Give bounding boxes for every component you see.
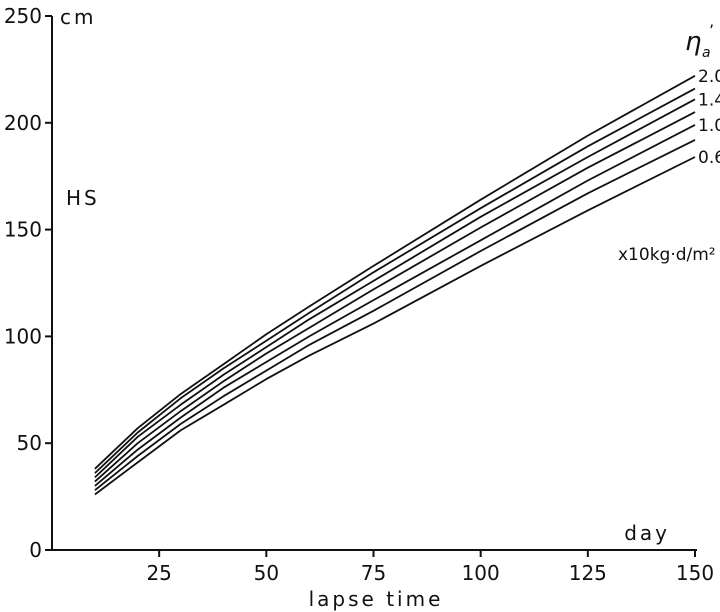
series-line-2 — [94, 87, 696, 474]
axes — [51, 16, 697, 551]
x-axis-label: lapse time — [309, 587, 444, 611]
series-line-4 — [94, 111, 696, 483]
x-tick-label: 100 — [462, 561, 500, 585]
series-line-1 — [94, 75, 696, 470]
legend-symbol-subscript: a — [702, 45, 711, 61]
series-line-6 — [94, 139, 696, 491]
x-ticks: 25 50 75 100 125 150 — [146, 550, 714, 585]
legend-unit: x10kg·d/m² — [618, 245, 716, 265]
legend-value: 1.0 — [698, 116, 720, 136]
legend: η a ’ 2.0 1.4 1.0 0.6 x10kg·d/m² — [618, 21, 720, 265]
y-tick-label: 150 — [4, 218, 42, 242]
series-line-3 — [94, 98, 696, 479]
y-axis-label: HS — [66, 186, 100, 210]
legend-values: 2.0 1.4 1.0 0.6 — [698, 67, 720, 168]
x-tick-label: 75 — [361, 561, 386, 585]
series-line-7 — [94, 156, 696, 496]
x-tick-label: 50 — [254, 561, 279, 585]
y-tick-label: 200 — [4, 111, 42, 135]
y-tick-label: 0 — [29, 538, 42, 562]
y-tick-label: 100 — [4, 324, 42, 348]
y-tick-label: 50 — [17, 431, 42, 455]
series-lines — [94, 75, 696, 496]
y-ticks: 0 50 100 150 200 250 — [4, 4, 52, 562]
legend-value: 0.6 — [698, 148, 720, 168]
legend-value: 2.0 — [698, 67, 720, 87]
legend-symbol-superscript: ’ — [709, 21, 714, 40]
x-unit-label: day — [624, 521, 670, 545]
y-unit-label: cm — [60, 5, 96, 29]
y-tick-label: 250 — [4, 4, 42, 28]
legend-value: 1.4 — [698, 90, 720, 110]
x-tick-label: 150 — [676, 561, 714, 585]
x-tick-label: 125 — [569, 561, 607, 585]
x-tick-label: 25 — [146, 561, 171, 585]
series-line-5 — [94, 124, 696, 487]
legend-symbol: η — [685, 27, 701, 57]
